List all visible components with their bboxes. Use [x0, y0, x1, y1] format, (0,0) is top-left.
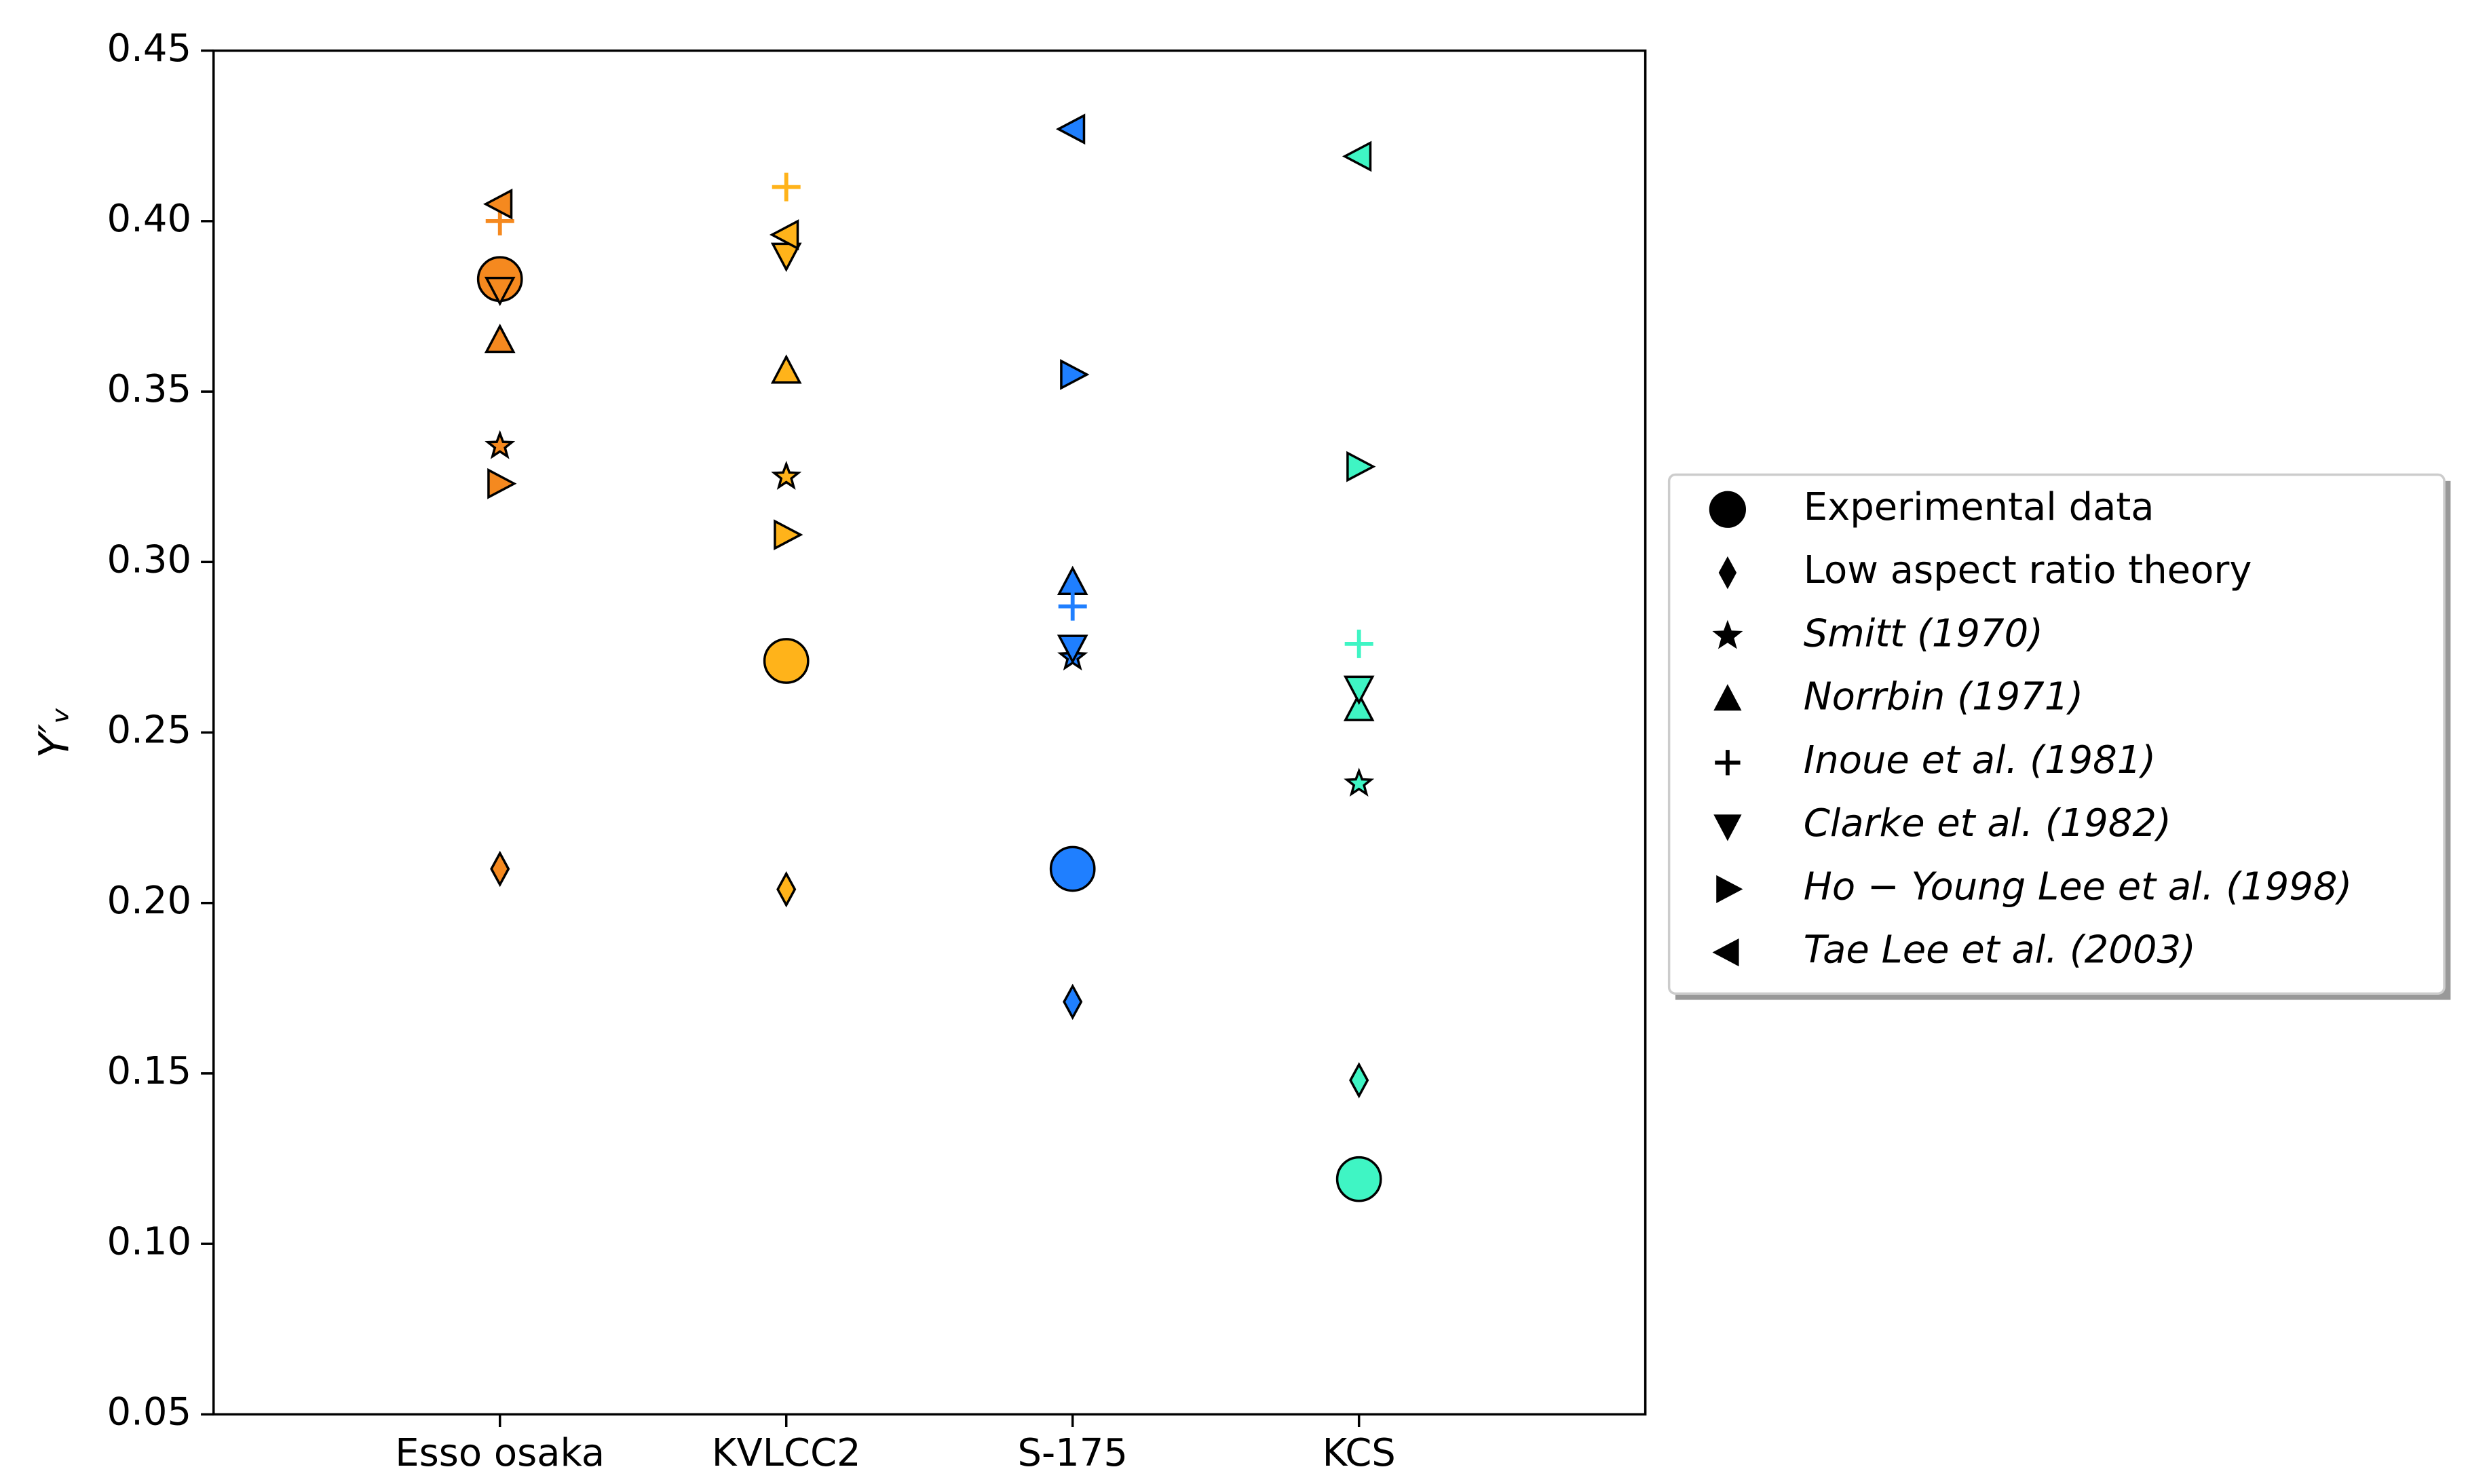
data-point	[1342, 140, 1372, 172]
data-point	[1346, 451, 1376, 482]
legend-marker	[1716, 875, 1743, 903]
y-tick-label: 0.15	[107, 1049, 192, 1093]
data-point	[1344, 767, 1375, 797]
y-tick-label: 0.20	[107, 879, 192, 923]
x-tick-label: KVLCC2	[712, 1431, 861, 1475]
data-point	[1063, 983, 1083, 1021]
y-tick-label: 0.40	[107, 197, 192, 241]
legend-marker	[1715, 750, 1741, 776]
data-point	[490, 850, 510, 888]
y-tick-label: 0.05	[107, 1390, 192, 1434]
legend-marker	[1712, 620, 1743, 649]
legend-marker	[1709, 491, 1747, 528]
data-point	[485, 430, 516, 459]
legend-label: Experimental data	[1804, 485, 2154, 529]
legend-marker	[1713, 814, 1742, 841]
y-tick-label: 0.10	[107, 1219, 192, 1263]
x-tick-label: KCS	[1323, 1431, 1396, 1475]
y-axis-label: Y′ᵥ	[31, 706, 79, 758]
legend-marker	[1712, 938, 1739, 967]
legend-marker	[1718, 556, 1737, 590]
data-point	[769, 219, 799, 250]
data-point	[484, 276, 516, 307]
y-tick-label: 0.30	[107, 537, 192, 582]
data-point	[1057, 565, 1088, 595]
data-point	[484, 324, 516, 354]
legend-label: Smitt (1970)	[1804, 611, 2043, 655]
legend-marker	[1713, 684, 1742, 711]
data-point	[1349, 1062, 1369, 1099]
legend-label: Inoue et al. (1981)	[1804, 738, 2156, 782]
data-point	[771, 461, 802, 490]
data-point	[774, 519, 803, 550]
data-point	[1335, 1156, 1382, 1202]
legend-label: Clarke et al. (1982)	[1804, 801, 2171, 845]
data-point	[770, 354, 802, 384]
y-tick-label: 0.25	[107, 708, 192, 753]
legend-label: Low aspect ratio theory	[1804, 548, 2252, 592]
x-tick-label: Esso osaka	[395, 1431, 605, 1475]
legend-label: Norrbin (1971)	[1804, 675, 2083, 719]
data-point	[772, 172, 801, 202]
data-point	[1049, 845, 1096, 892]
y-tick-label: 0.35	[107, 367, 192, 411]
legend-label: Ho − Young Lee et al. (1998)	[1804, 864, 2352, 909]
data-point	[1343, 675, 1375, 705]
data-point	[763, 638, 810, 684]
legend-box	[1667, 473, 2446, 995]
data-point	[1343, 691, 1375, 721]
data-point	[1060, 359, 1090, 390]
plot-frame	[212, 49, 1647, 1416]
data-point	[776, 871, 797, 908]
data-point	[482, 188, 513, 220]
data-point	[1058, 592, 1087, 621]
x-tick-label: S-175	[1017, 1431, 1127, 1475]
data-point	[487, 468, 517, 499]
data-point	[770, 242, 802, 272]
y-tick-label: 0.45	[107, 26, 192, 71]
data-point	[1057, 634, 1088, 664]
data-point	[1055, 113, 1086, 145]
legend-label: Tae Lee et al. (2003)	[1804, 928, 2196, 972]
data-point	[1344, 629, 1373, 658]
